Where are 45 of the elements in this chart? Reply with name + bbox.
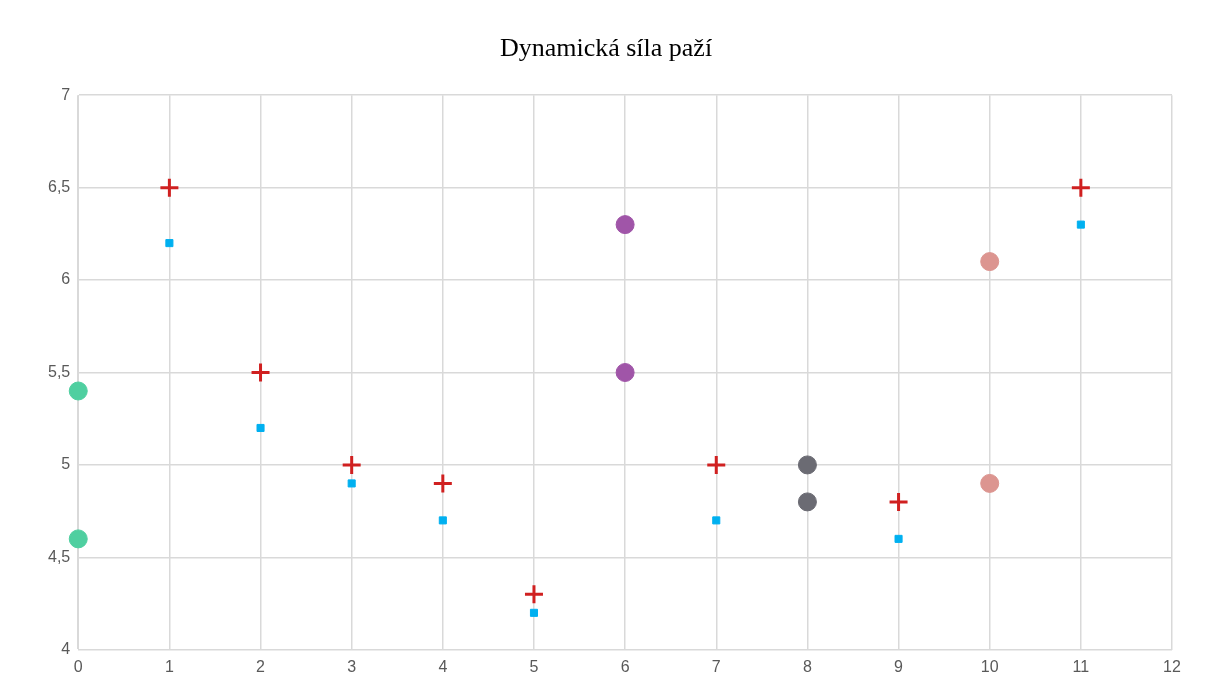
point: [1076, 220, 1085, 229]
point: [158, 177, 180, 199]
y-tick-label: 7: [61, 85, 71, 103]
x-tick-label: 7: [711, 657, 721, 675]
point: [256, 423, 265, 432]
point: [797, 455, 817, 475]
x-tick-label: 10: [980, 657, 999, 675]
point: [438, 516, 447, 525]
chart-title: Dynamická síla paží: [499, 33, 713, 63]
x-tick-label: 4: [438, 657, 448, 675]
point: [432, 472, 454, 494]
point: [250, 362, 272, 383]
point: [615, 363, 635, 382]
y-tick-label: 4,5: [47, 547, 71, 565]
point: [341, 454, 363, 476]
x-tick-label: 9: [894, 657, 904, 675]
x-tick-label: 11: [1072, 657, 1090, 675]
point: [705, 454, 727, 476]
point: [523, 583, 545, 605]
y-tick-label: 5,5: [47, 362, 71, 380]
x-tick-label: 8: [802, 657, 812, 675]
point: [888, 491, 910, 513]
point: [797, 492, 817, 512]
x-tick-label: 5: [529, 657, 539, 675]
x-tick-label: 12: [1163, 657, 1181, 675]
point: [68, 381, 88, 401]
y-tick-label: 5: [61, 455, 71, 473]
point: [347, 479, 356, 488]
x-tick-label: 2: [256, 657, 266, 675]
x-tick-label: 0: [73, 657, 83, 675]
y-tick-label: 4: [61, 640, 71, 658]
x-tick-label: 3: [347, 657, 357, 675]
point: [68, 529, 88, 549]
point: [1070, 177, 1092, 199]
point: [980, 473, 1000, 493]
point: [894, 534, 903, 543]
point: [529, 608, 539, 617]
point: [712, 516, 721, 525]
x-tick-label: 6: [620, 657, 630, 675]
point: [980, 252, 1000, 272]
x-tick-label: 1: [164, 657, 174, 675]
point: [165, 239, 174, 248]
point: [615, 215, 635, 235]
y-tick-label: 6: [61, 270, 71, 288]
y-tick-label: 6,5: [47, 178, 71, 196]
